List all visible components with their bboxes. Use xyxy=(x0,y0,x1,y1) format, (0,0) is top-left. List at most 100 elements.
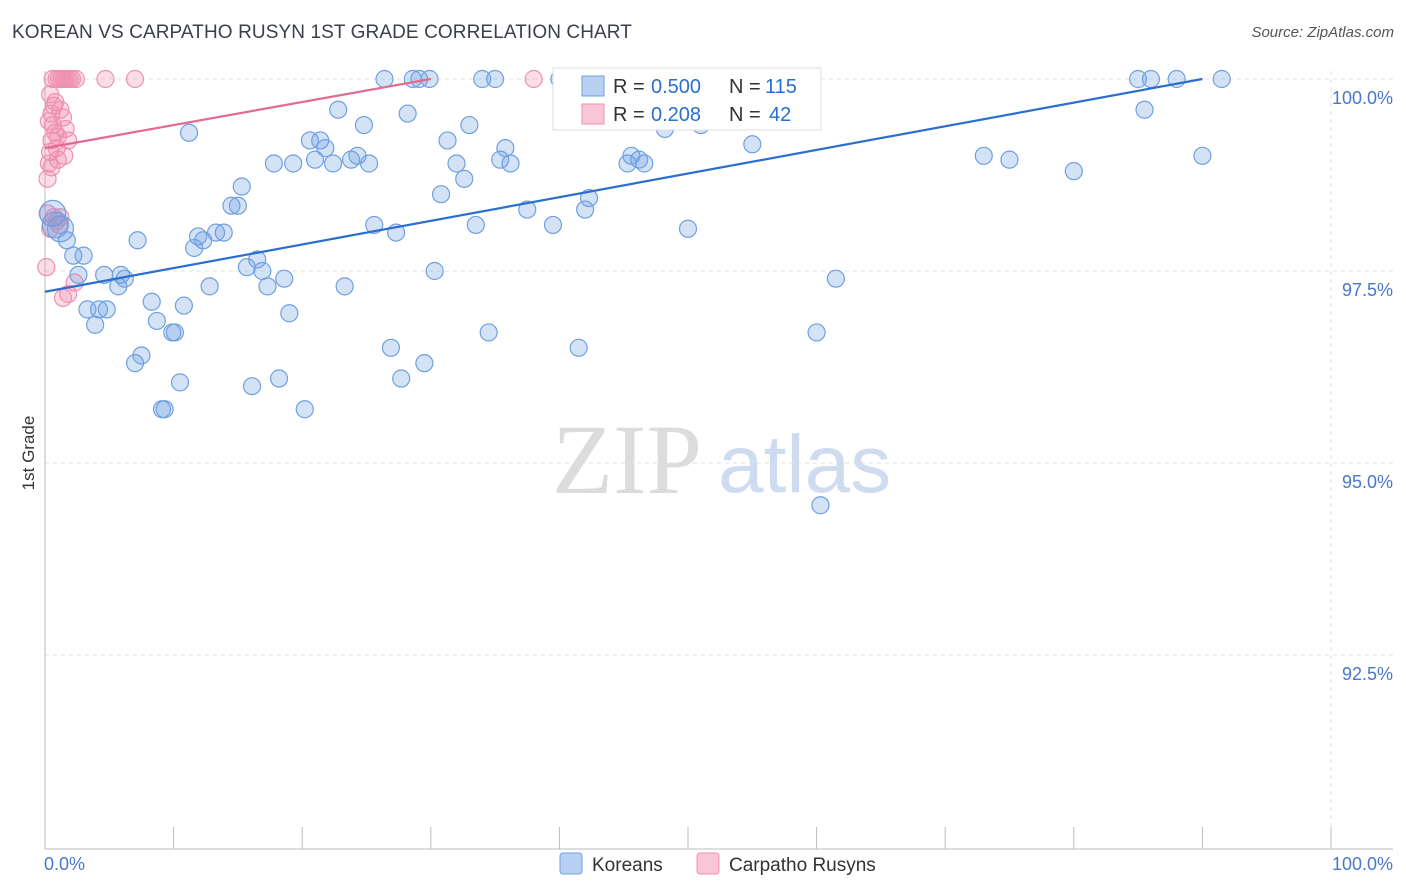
korean-point-104 xyxy=(811,496,830,515)
y-axis-title: 1st Grade xyxy=(19,416,38,491)
korean-point-63 xyxy=(398,104,417,123)
korean-point-41 xyxy=(264,154,284,173)
korean-point-17 xyxy=(128,231,147,250)
korean-point-30 xyxy=(200,277,219,296)
korean-point-109 xyxy=(1128,69,1148,89)
korean-point-77 xyxy=(486,69,505,89)
korean-point-46 xyxy=(295,400,314,419)
stats-swatch-carpatho-rusyns xyxy=(581,103,605,125)
korean-point-62 xyxy=(392,369,411,388)
korean-point-108 xyxy=(1064,162,1083,181)
korean-point-59 xyxy=(375,69,394,89)
korean-point-53 xyxy=(335,277,354,296)
stats-n-label-carpatho-rusyns: N = xyxy=(729,104,761,126)
korean-point-43 xyxy=(275,269,294,288)
korean-point-85 xyxy=(576,200,595,219)
korean-point-16 xyxy=(132,346,151,365)
korean-point-105 xyxy=(826,269,845,288)
korean-point-34 xyxy=(228,196,247,215)
korean-point-91 xyxy=(635,154,654,173)
korean-point-95 xyxy=(678,219,698,238)
korean-point-37 xyxy=(242,377,262,396)
korean-point-18 xyxy=(142,292,161,311)
korean-point-51 xyxy=(323,154,343,173)
korean-point-4 xyxy=(64,246,83,265)
x-tick-label-0: 0.0% xyxy=(44,854,85,874)
carpatho-rusyn-point-29 xyxy=(59,284,78,304)
korean-point-100 xyxy=(743,135,762,154)
korean-point-8 xyxy=(86,315,105,334)
stats-r-label-carpatho-rusyns: R = xyxy=(613,104,645,126)
korean-point-45 xyxy=(284,154,303,173)
carpatho-rusyn-point-22 xyxy=(53,108,73,127)
carpatho-rusyn-point-33 xyxy=(46,92,65,112)
carpatho-rusyn-point-1 xyxy=(38,169,57,188)
korean-point-106 xyxy=(974,146,993,165)
korean-point-69 xyxy=(431,185,451,204)
y-tick-label-2: 95.0% xyxy=(1342,472,1393,492)
korean-point-25 xyxy=(174,296,193,315)
carpatho-rusyn-point-0 xyxy=(37,258,56,277)
korean-point-40 xyxy=(258,277,277,296)
x-tick-label-1: 100.0% xyxy=(1332,854,1393,874)
korean-point-6 xyxy=(74,246,93,265)
korean-point-19 xyxy=(147,311,166,331)
korean-point-73 xyxy=(460,115,479,135)
stats-r-value-carpatho-rusyns: 0.208 xyxy=(651,104,701,126)
korean-point-32 xyxy=(214,223,233,242)
korean-point-60 xyxy=(381,338,401,357)
watermark-atlas: atlas xyxy=(718,419,891,510)
korean-point-78 xyxy=(491,150,510,169)
korean-point-107 xyxy=(1000,150,1019,169)
stats-n-value-carpatho-rusyns: 42 xyxy=(769,104,791,126)
korean-point-84 xyxy=(569,338,588,357)
korean-point-35 xyxy=(232,177,251,196)
axes xyxy=(44,71,1393,850)
carpatho-rusyn-point-23 xyxy=(56,119,75,139)
y-tick-label-0: 100.0% xyxy=(1332,88,1393,108)
carpatho-rusyn-point-32 xyxy=(42,158,61,177)
korean-point-113 xyxy=(1193,146,1212,165)
stats-box: R = 0.500 N = 115 R = 0.208 N = 42 xyxy=(552,67,822,131)
korean-point-76 xyxy=(479,323,498,342)
carpatho-rusyn-point-41 xyxy=(55,146,74,165)
legend-swatch-carpatho-rusyns xyxy=(696,852,720,875)
stats-n-label-koreans: N = xyxy=(729,76,761,98)
korean-point-47 xyxy=(300,131,320,150)
korean-point-72 xyxy=(455,169,474,188)
korean-point-5 xyxy=(69,265,88,284)
stats-swatch-koreans xyxy=(581,75,605,97)
legend-label-koreans: Koreans xyxy=(592,855,663,876)
korean-point-1 xyxy=(41,211,69,239)
korean-point-82 xyxy=(543,215,563,235)
korean-point-56 xyxy=(354,115,374,135)
korean-point-39 xyxy=(253,261,272,281)
chart-title: KOREAN VS CARPATHO RUSYN 1ST GRADE CORRE… xyxy=(12,22,632,43)
korean-point-38 xyxy=(248,250,267,269)
carpatho-rusyn-point-20 xyxy=(66,69,85,89)
watermark-zip: ZIP xyxy=(552,404,702,515)
x-tick-labels: 0.0% 100.0% xyxy=(44,854,1393,874)
carpatho-rusyn-point-35 xyxy=(96,69,115,89)
korean-point-24 xyxy=(170,373,190,392)
korean-point-10 xyxy=(89,300,109,319)
korean-point-81 xyxy=(518,200,537,219)
legend-swatch-koreans xyxy=(559,852,583,875)
carpatho-rusyn-point-36 xyxy=(125,69,145,89)
korean-point-42 xyxy=(269,369,289,388)
korean-point-44 xyxy=(280,304,299,323)
carpatho-rusyn-point-37 xyxy=(524,69,543,89)
korean-point-70 xyxy=(438,131,457,150)
korean-point-0 xyxy=(39,199,67,227)
korean-point-110 xyxy=(1135,100,1154,119)
korean-point-71 xyxy=(447,154,466,173)
korean-point-57 xyxy=(359,154,379,173)
korean-point-21 xyxy=(155,400,174,419)
korean-point-86 xyxy=(579,188,599,208)
korean-point-80 xyxy=(501,154,520,173)
korean-point-3 xyxy=(57,231,76,250)
y-tick-label-3: 92.5% xyxy=(1342,664,1393,684)
korean-point-114 xyxy=(1212,69,1231,89)
carpatho-rusyn-point-34 xyxy=(48,127,67,146)
trend-lines xyxy=(44,77,1203,293)
